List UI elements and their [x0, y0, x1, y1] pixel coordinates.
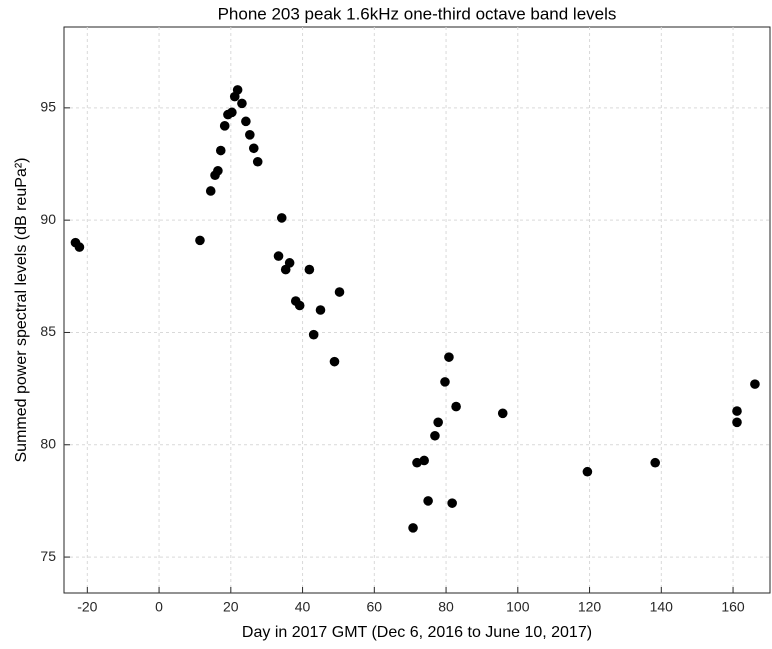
- point: [215, 145, 226, 156]
- x-tick-label: 80: [438, 599, 454, 615]
- y-tick-label: 85: [40, 323, 56, 339]
- point: [237, 98, 247, 109]
- point: [732, 406, 742, 416]
- point: [444, 352, 454, 362]
- x-tick-label: 100: [506, 599, 530, 615]
- y-axis-label: Summed power spectral levels (dB reuPa²): [13, 157, 30, 462]
- point: [232, 85, 243, 95]
- x-tick-label: 0: [155, 599, 163, 615]
- y-tick-label: 75: [40, 548, 56, 564]
- y-tick-label: 90: [40, 211, 56, 227]
- point: [582, 466, 593, 477]
- point: [284, 258, 295, 268]
- point: [497, 408, 508, 419]
- point: [447, 498, 457, 508]
- x-tick-label: 160: [721, 599, 745, 615]
- point: [334, 287, 345, 297]
- point: [423, 496, 433, 506]
- point: [294, 300, 305, 311]
- x-tick-label: -20: [77, 599, 97, 615]
- point: [650, 457, 661, 468]
- point: [248, 143, 259, 154]
- point: [205, 186, 216, 196]
- point: [219, 121, 230, 131]
- y-tick-label: 95: [40, 99, 56, 115]
- plot-area: [63, 26, 771, 594]
- point: [308, 329, 319, 340]
- point: [227, 107, 237, 118]
- point: [440, 377, 450, 387]
- point: [213, 165, 223, 176]
- point: [241, 116, 251, 127]
- point: [433, 417, 443, 428]
- point: [195, 235, 205, 246]
- point: [304, 264, 315, 275]
- x-tick-label: 60: [367, 599, 383, 615]
- y-tick-label: 80: [40, 435, 56, 451]
- point: [273, 251, 284, 261]
- point: [315, 305, 326, 315]
- point: [419, 455, 429, 466]
- point: [732, 417, 742, 428]
- point: [451, 401, 461, 412]
- point: [245, 130, 255, 140]
- chart-title: Phone 203 peak 1.6kHz one-third octave b…: [218, 4, 617, 23]
- point: [252, 156, 263, 167]
- x-tick-label: 40: [295, 599, 311, 615]
- point: [276, 213, 287, 223]
- point: [408, 523, 418, 533]
- point: [329, 356, 340, 367]
- point: [430, 430, 440, 441]
- x-tick-label: 140: [650, 599, 674, 615]
- x-axis-label: Day in 2017 GMT (Dec 6, 2016 to June 10,…: [242, 624, 592, 641]
- x-tick-label: 120: [578, 599, 602, 615]
- point: [74, 242, 85, 252]
- x-tick-label: 20: [223, 599, 239, 615]
- point: [750, 379, 760, 389]
